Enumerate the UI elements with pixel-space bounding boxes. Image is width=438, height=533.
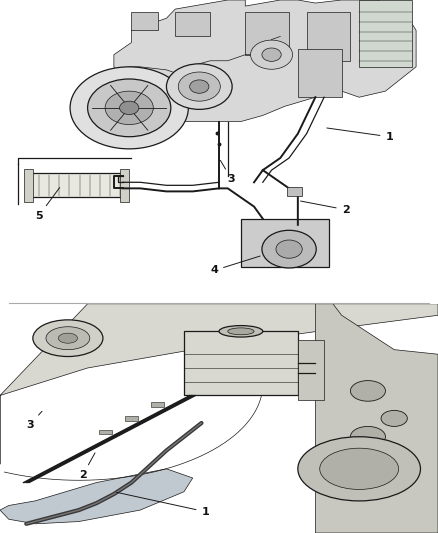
Ellipse shape <box>219 326 263 337</box>
Bar <box>241 219 328 268</box>
Bar <box>184 332 298 395</box>
Circle shape <box>178 72 220 101</box>
Polygon shape <box>315 304 438 533</box>
Polygon shape <box>175 12 210 36</box>
Circle shape <box>190 80 209 93</box>
Circle shape <box>46 327 90 350</box>
Circle shape <box>33 320 103 357</box>
Circle shape <box>251 40 293 69</box>
Circle shape <box>262 48 281 61</box>
Bar <box>298 49 342 97</box>
Bar <box>99 430 112 434</box>
Polygon shape <box>0 304 438 464</box>
Bar <box>26 173 123 197</box>
Bar <box>24 168 33 202</box>
Text: 5: 5 <box>35 188 60 221</box>
Circle shape <box>58 333 78 343</box>
Circle shape <box>88 79 171 136</box>
Circle shape <box>120 101 139 115</box>
Polygon shape <box>96 0 416 136</box>
Circle shape <box>166 64 232 109</box>
Bar <box>125 416 138 421</box>
Circle shape <box>276 240 302 258</box>
Text: 2: 2 <box>79 453 95 480</box>
Ellipse shape <box>350 381 385 401</box>
Text: 3: 3 <box>220 160 235 184</box>
Circle shape <box>70 67 188 149</box>
Text: 4: 4 <box>210 256 260 276</box>
Text: 1: 1 <box>327 128 393 142</box>
Bar <box>287 187 302 196</box>
Bar <box>359 0 412 67</box>
Ellipse shape <box>381 410 407 426</box>
Circle shape <box>320 448 399 489</box>
Text: 3: 3 <box>26 411 42 430</box>
Ellipse shape <box>228 328 254 335</box>
Bar <box>298 341 324 400</box>
Bar <box>151 402 164 407</box>
Ellipse shape <box>350 426 385 447</box>
Text: 2: 2 <box>300 201 350 215</box>
Text: 1: 1 <box>117 492 209 516</box>
Circle shape <box>105 91 153 125</box>
Circle shape <box>298 437 420 501</box>
Polygon shape <box>307 12 350 61</box>
Polygon shape <box>131 12 158 30</box>
Bar <box>120 168 129 202</box>
Polygon shape <box>245 12 289 55</box>
Circle shape <box>262 230 316 268</box>
Polygon shape <box>0 469 193 524</box>
